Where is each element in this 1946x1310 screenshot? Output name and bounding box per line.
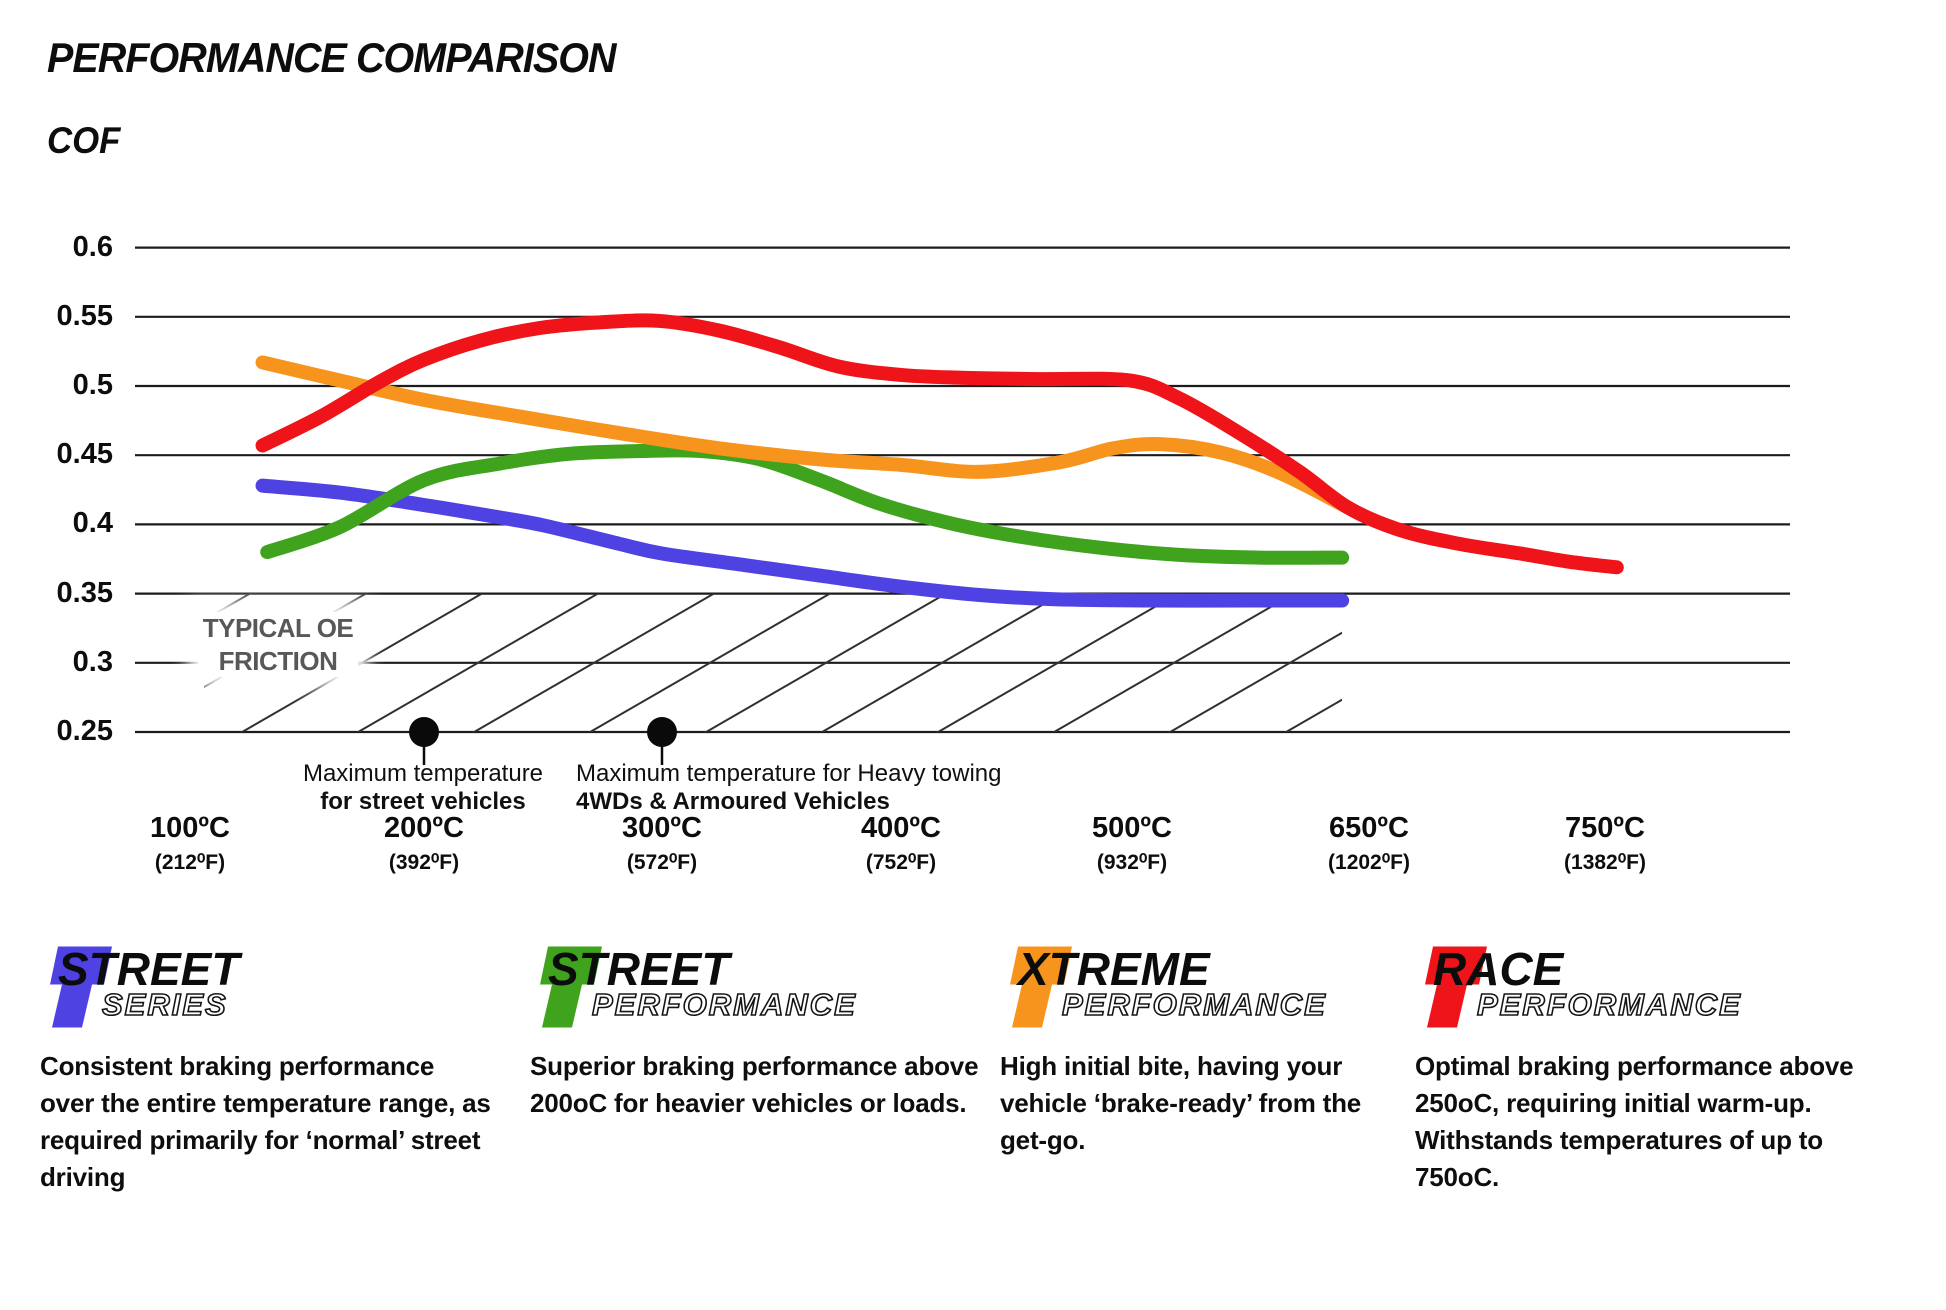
x-tick-fahrenheit: (752⁰F) (865, 851, 937, 874)
x-tick-celsius: 400ºC (861, 812, 941, 844)
oe-friction-hatch (204, 593, 1342, 732)
bolt-icon (50, 946, 112, 1028)
series-line-street-performance (260, 443, 1350, 565)
y-axis-title: COF (47, 120, 121, 161)
y-tick-label: 0.5 (72, 369, 113, 401)
page-title: PERFORMANCE COMPARISON (47, 34, 617, 81)
bolt-icon (540, 946, 602, 1028)
legend-item-street-performance: STREET PERFORMANCE Superior braking perf… (530, 942, 1000, 1196)
x-tick-fahrenheit: (932⁰F) (1096, 851, 1168, 874)
max-temp-dot (647, 717, 677, 747)
logo-word2: PERFORMANCE (1061, 986, 1327, 1023)
annotation-street-max-temp: Maximum temperature for street vehicles (303, 760, 543, 817)
race-performance-logo: RACE PERFORMANCE (1415, 942, 1920, 1030)
y-tick-label: 0.6 (72, 230, 113, 263)
logo-word2: PERFORMANCE (1476, 986, 1742, 1023)
series-line-race-performance (255, 313, 1624, 575)
series-curves (255, 313, 1624, 608)
x-tick-celsius: 200ºC (384, 812, 464, 844)
y-tick-label: 0.35 (56, 576, 113, 609)
annotation-text-bold: for street vehicles (320, 788, 526, 816)
street-performance-logo: STREET PERFORMANCE (530, 942, 1000, 1030)
x-tick-fahrenheit: (1202⁰F) (1328, 851, 1410, 874)
legend-item-street-series: STREET SERIES Consistent braking perform… (40, 942, 530, 1196)
bolt-icon (1425, 946, 1487, 1028)
x-tick-celsius: 750ºC (1565, 812, 1645, 844)
logo-word1: STREET (58, 943, 240, 995)
y-tick-label: 0.45 (56, 438, 113, 471)
x-tick-fahrenheit: (1382⁰F) (1564, 851, 1646, 874)
x-tick-400: 400ºC (752⁰F) (861, 812, 941, 875)
annotation-dots (409, 717, 677, 765)
series-line-xtreme-performance (255, 355, 1356, 515)
logo-word2: PERFORMANCE (591, 986, 857, 1023)
annotation-towing-max-temp: Maximum temperature for Heavy towing 4WD… (576, 760, 1001, 817)
legend-description: Superior braking performance above 200oC… (530, 1051, 979, 1118)
series-line-street-series (255, 478, 1350, 608)
max-temp-dot (409, 717, 439, 747)
x-tick-100: 100ºC (212⁰F) (150, 812, 230, 875)
y-tick-label: 0.25 (56, 715, 113, 747)
oe-label-line2: FRICTION (218, 645, 338, 676)
logo-word2: SERIES (101, 986, 228, 1023)
x-tick-celsius: 100ºC (150, 812, 230, 844)
xtreme-performance-logo: XTREME PERFORMANCE (1000, 942, 1415, 1030)
x-tick-fahrenheit: (392⁰F) (388, 851, 460, 874)
typical-oe-friction-band (204, 593, 1342, 732)
x-tick-fahrenheit: (212⁰F) (154, 851, 226, 874)
legend-description: Consistent braking performance over the … (40, 1051, 491, 1192)
y-tick-label: 0.55 (56, 299, 113, 332)
x-tick-650: 650ºC (1202⁰F) (1328, 812, 1410, 875)
y-tick-label: 0.3 (72, 645, 113, 678)
x-tick-200: 200ºC (392⁰F) (384, 812, 464, 875)
legend-item-xtreme-performance: XTREME PERFORMANCE High initial bite, ha… (1000, 942, 1415, 1196)
x-tick-500: 500ºC (932⁰F) (1092, 812, 1172, 875)
logo-word1: RACE (1433, 943, 1564, 995)
y-tick-label: 0.4 (72, 507, 113, 540)
annotation-text: Maximum temperature (302, 760, 544, 787)
x-tick-celsius: 300ºC (622, 812, 702, 844)
legend: STREET SERIES Consistent braking perform… (40, 942, 1920, 1196)
logo-word1: XTREME (1018, 943, 1210, 995)
legend-description: Optimal braking performance above 250oC,… (1415, 1051, 1854, 1192)
street-series-logo: STREET SERIES (40, 942, 530, 1030)
legend-item-race-performance: RACE PERFORMANCE Optimal braking perform… (1415, 942, 1920, 1196)
typical-oe-friction-label: TYPICAL OE FRICTION (198, 612, 358, 677)
x-tick-fahrenheit: (572⁰F) (626, 851, 698, 874)
x-tick-celsius: 500ºC (1092, 812, 1172, 844)
oe-label-line1: TYPICAL OE (202, 613, 354, 643)
logo-word1: STREET (548, 943, 730, 995)
annotation-text: Maximum temperature for Heavy towing (576, 760, 1002, 787)
x-tick-celsius: 650ºC (1329, 812, 1409, 844)
legend-description: High initial bite, having your vehicle ‘… (1000, 1051, 1362, 1155)
x-tick-750: 750ºC (1382⁰F) (1564, 812, 1646, 875)
bolt-icon (1010, 946, 1072, 1028)
x-tick-300: 300ºC (572⁰F) (622, 812, 702, 875)
annotation-text-bold: 4WDs & Armoured Vehicles (576, 788, 890, 816)
